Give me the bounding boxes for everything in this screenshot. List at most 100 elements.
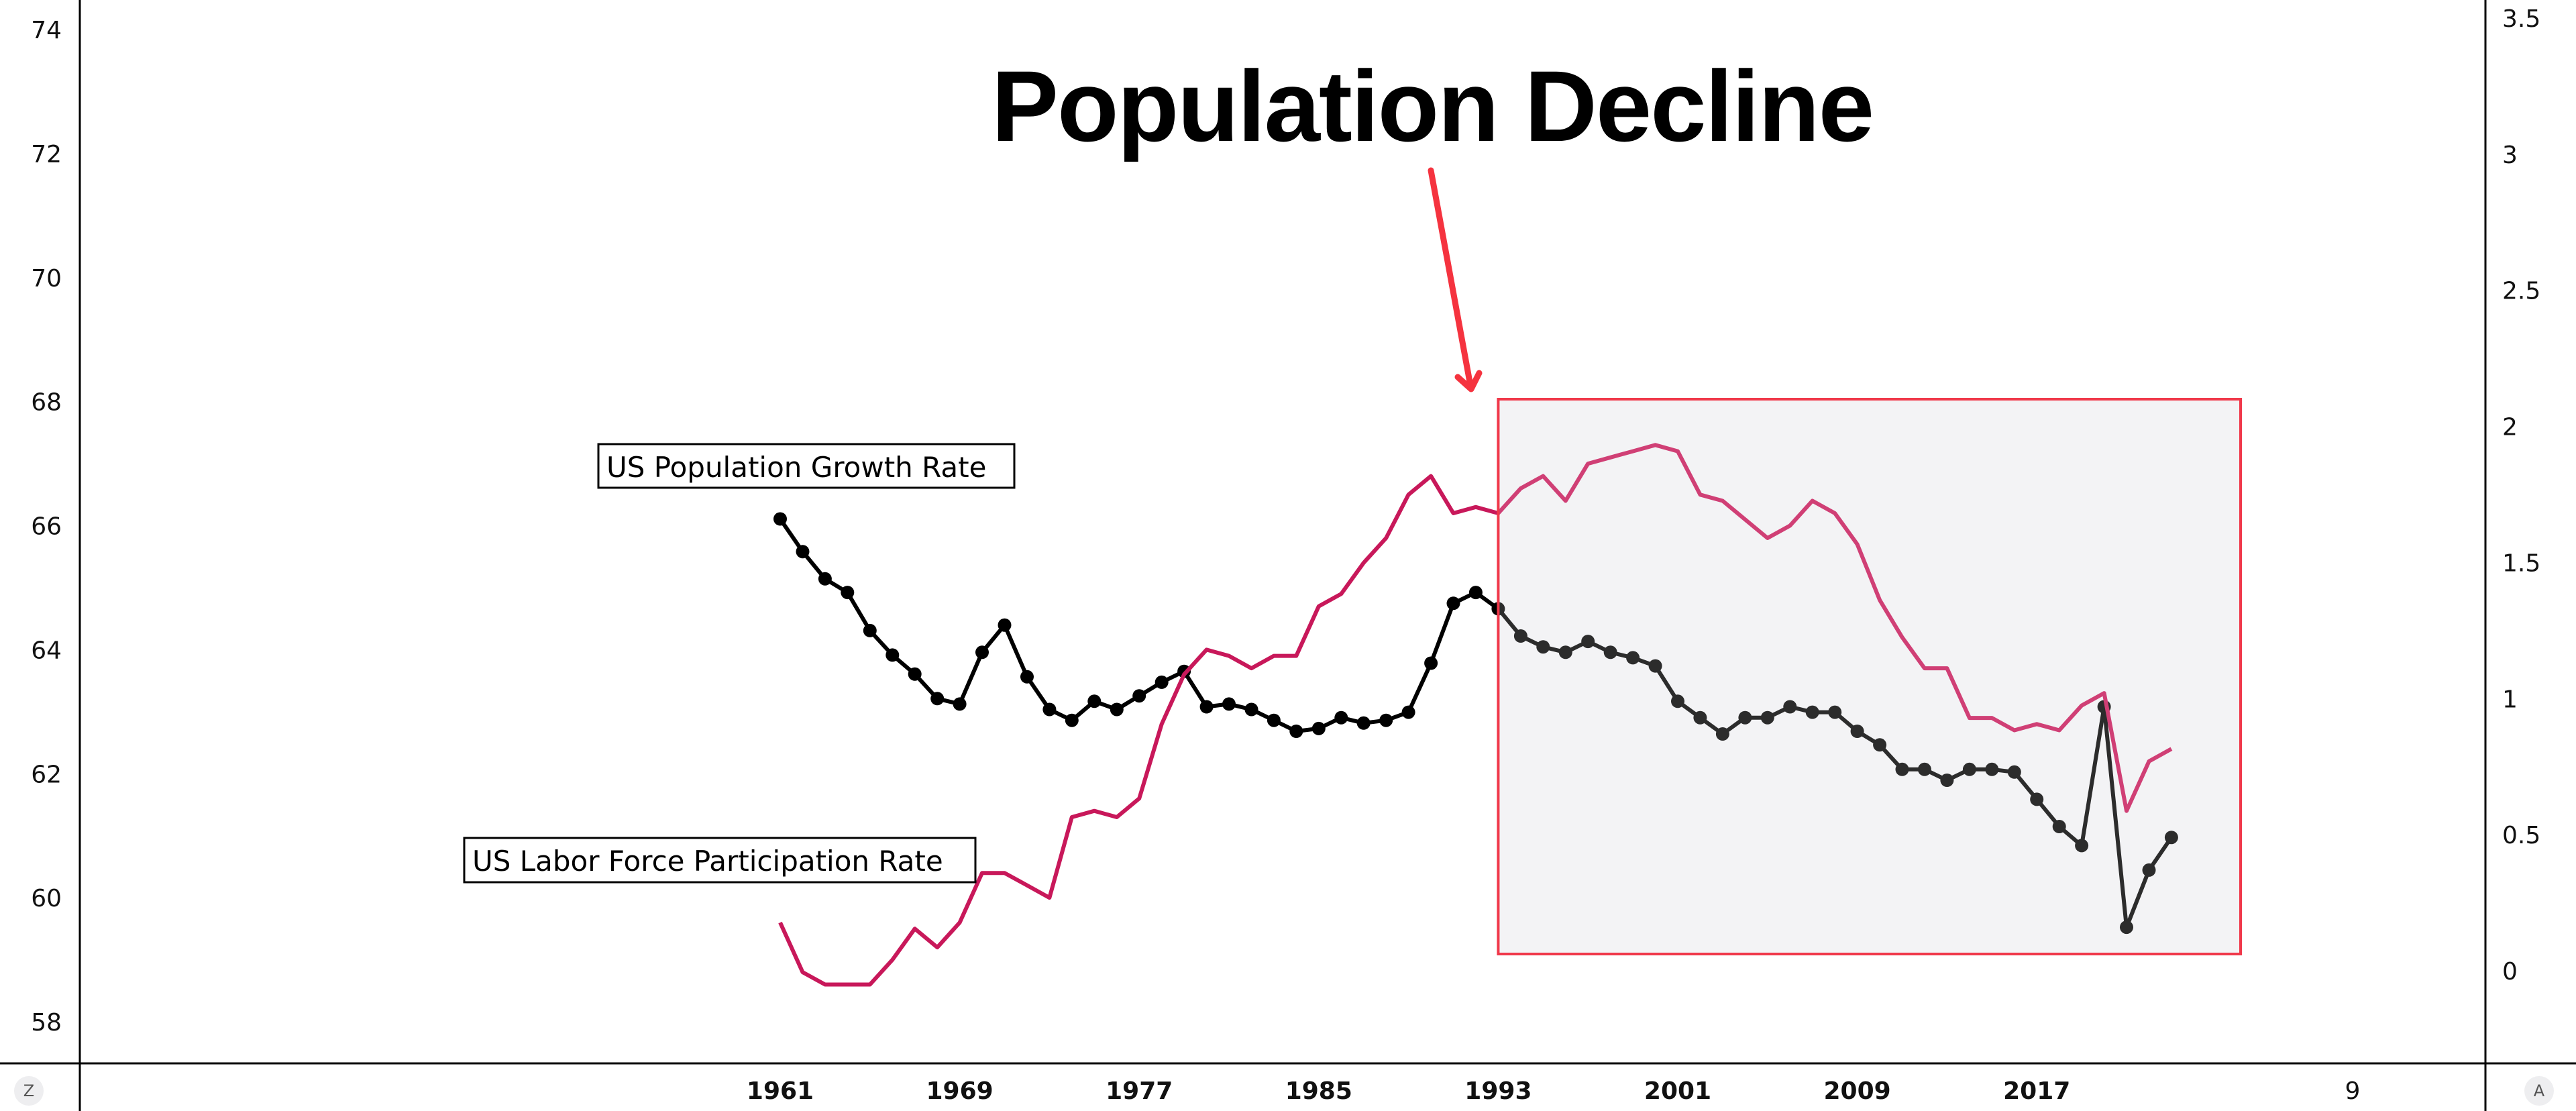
data-point-1986: [1334, 710, 1348, 725]
data-point-1977: [1132, 689, 1146, 703]
data-point-1961: [773, 512, 787, 526]
x-tick-label: 1961: [747, 1077, 814, 1105]
x-tick-label: 1969: [926, 1077, 993, 1105]
x-axis-ticks: 1961 1969 1977 1985 1993 2001 2009 2017: [747, 1077, 2070, 1105]
data-point-2000: [1648, 659, 1662, 673]
data-point-1969: [953, 697, 967, 711]
data-point-2014: [1962, 762, 1976, 776]
data-point-1975: [1087, 694, 1102, 708]
right-tick-label: 0: [2502, 958, 2518, 986]
data-point-1998: [1603, 645, 1617, 659]
data-point-2003: [1715, 727, 1729, 741]
data-point-2021: [2120, 920, 2133, 935]
badge-left-circle: [14, 1076, 44, 1106]
data-point-1966: [885, 648, 900, 662]
series-population-growth: [773, 512, 2178, 935]
badge-left[interactable]: Z: [14, 1076, 44, 1106]
data-point-1994: [1513, 629, 1527, 643]
right-axis-ticks: 3.5 3 2.5 2 1.5 1 0.5 0: [2502, 5, 2540, 986]
right-tick-label: 2.5: [2502, 278, 2540, 305]
data-point-2008: [1828, 705, 1842, 719]
data-point-1962: [796, 545, 810, 559]
data-point-1987: [1356, 716, 1371, 730]
data-point-1989: [1401, 705, 1415, 719]
badge-right-label: A: [2534, 1081, 2545, 1100]
left-tick-label: 66: [31, 513, 62, 541]
data-point-1996: [1558, 645, 1572, 659]
data-point-1995: [1536, 640, 1550, 654]
highlight-region-layer: [1498, 399, 2241, 954]
right-tick-label: 0.5: [2502, 822, 2540, 849]
data-point-2005: [1760, 710, 1774, 725]
data-point-2022: [2142, 863, 2156, 877]
x-tick-label: 2009: [1823, 1077, 1890, 1105]
data-point-1973: [1042, 702, 1057, 717]
data-point-2016: [2007, 765, 2021, 779]
data-point-2001: [1671, 694, 1684, 708]
data-point-1971: [998, 618, 1012, 632]
right-tick-label: 2: [2502, 414, 2518, 441]
x-tick-label: 2017: [2003, 1077, 2070, 1105]
x-tick-label: 2001: [1644, 1077, 1711, 1105]
arrow-shaft: [1428, 167, 1474, 389]
right-tick-label: 3: [2502, 142, 2518, 169]
data-point-1985: [1311, 721, 1326, 735]
legend-population-growth: US Population Growth Rate: [597, 443, 1016, 489]
left-tick-label: 64: [31, 637, 62, 664]
data-point-2012: [1917, 762, 1931, 776]
data-point-1991: [1446, 596, 1460, 611]
data-point-1967: [908, 667, 922, 681]
left-axis-ticks: 74 72 70 68 66 64 62 60 58: [31, 17, 62, 1037]
data-point-2002: [1693, 710, 1707, 725]
data-point-2006: [1783, 700, 1797, 714]
data-point-1976: [1110, 702, 1124, 717]
badge-right-circle: [2524, 1076, 2554, 1106]
series-line: [778, 443, 2173, 987]
data-point-1983: [1267, 713, 1281, 727]
left-tick-label: 74: [31, 17, 62, 44]
x-tick-label: 1985: [1285, 1077, 1352, 1105]
data-point-1982: [1244, 702, 1258, 717]
annotation-arrow: [1428, 167, 1483, 392]
badge-left-label: Z: [23, 1081, 34, 1100]
data-point-1970: [975, 645, 989, 659]
series-layer: [773, 443, 2178, 987]
x-extra-tick-label: 9: [2345, 1077, 2361, 1105]
left-tick-label: 60: [31, 885, 62, 912]
highlight-region-overlay: [1497, 398, 2242, 955]
x-tick-label: 1993: [1464, 1077, 1532, 1105]
data-point-1965: [863, 623, 877, 637]
data-point-2017: [2030, 792, 2044, 806]
left-tick-label: 68: [31, 389, 62, 417]
data-point-1999: [1626, 651, 1640, 665]
data-point-2023: [2164, 831, 2178, 845]
badge-right[interactable]: A: [2524, 1076, 2554, 1106]
data-point-2007: [1805, 705, 1819, 719]
data-point-1968: [930, 692, 945, 706]
data-point-2013: [1940, 774, 1954, 787]
highlight-region-border: [1497, 398, 2242, 955]
x-tick-label: 1977: [1106, 1077, 1173, 1105]
data-point-1974: [1065, 713, 1079, 727]
data-point-1997: [1581, 635, 1595, 649]
left-tick-label: 62: [31, 761, 62, 788]
data-point-1980: [1199, 700, 1214, 714]
data-point-1988: [1379, 713, 1393, 727]
data-point-1978: [1155, 675, 1169, 689]
data-point-1992: [1468, 586, 1483, 600]
data-point-1963: [818, 572, 832, 586]
data-point-2018: [2052, 820, 2066, 833]
data-point-2004: [1738, 710, 1752, 725]
left-tick-label: 58: [31, 1009, 62, 1037]
data-point-1981: [1222, 697, 1236, 711]
data-point-2009: [1850, 725, 1864, 738]
data-point-2010: [1873, 738, 1887, 752]
data-point-1972: [1020, 670, 1034, 684]
series-labor-force: [778, 443, 2173, 987]
highlight-region-fill: [1498, 399, 2241, 954]
arrow-head-icon: [1454, 370, 1483, 392]
data-point-2019: [2075, 839, 2089, 853]
legend-box: [463, 837, 977, 884]
legend-box: [597, 443, 1016, 489]
